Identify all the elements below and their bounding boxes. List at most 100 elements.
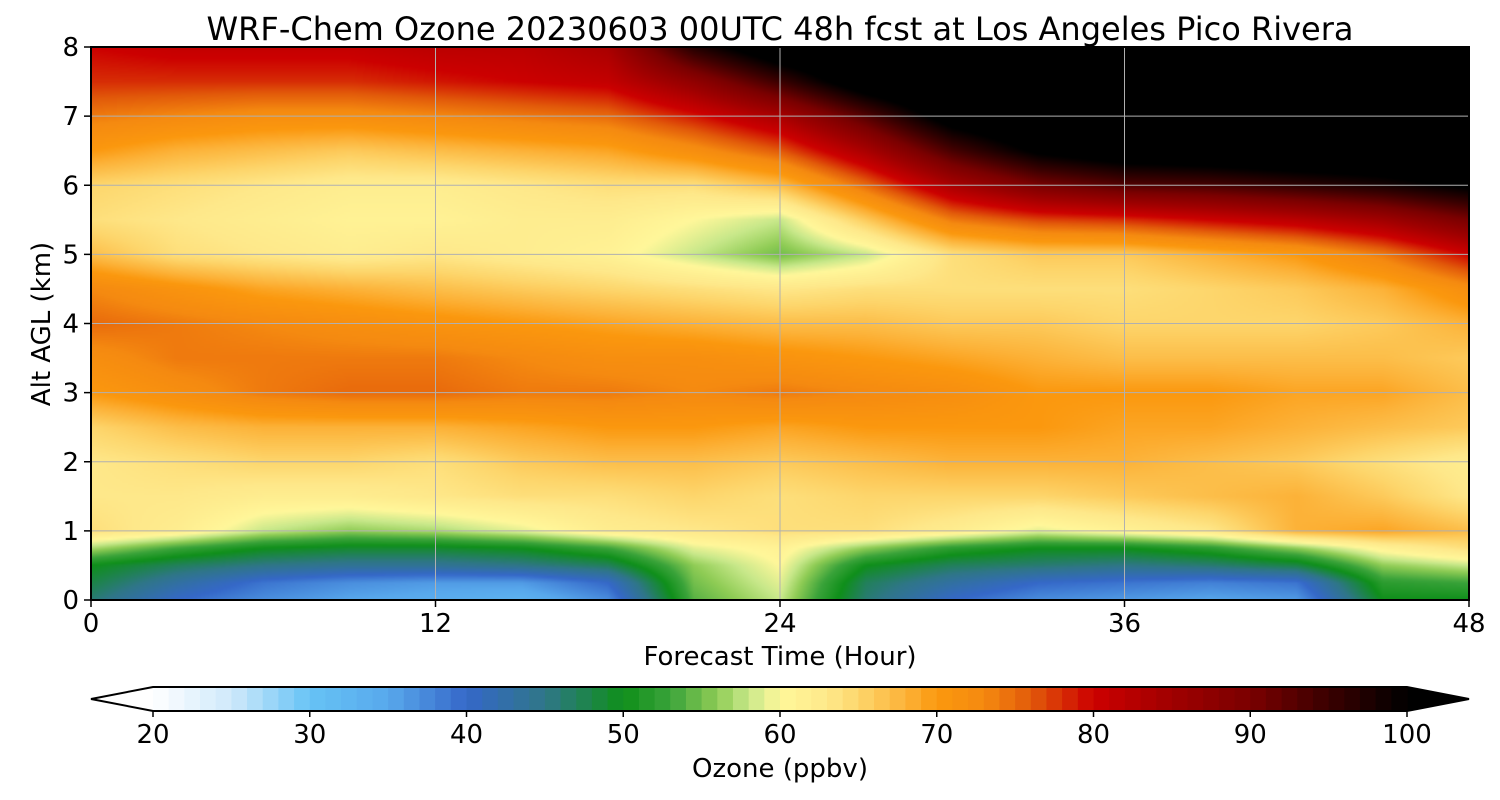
x-tick-label: 12 xyxy=(419,609,452,639)
colorbar-band xyxy=(294,687,311,711)
colorbar-band xyxy=(466,687,483,711)
colorbar-extend-high xyxy=(1407,687,1469,711)
colorbar-band xyxy=(200,687,217,711)
colorbar-tick-label: 50 xyxy=(607,720,640,750)
colorbar-band xyxy=(1344,687,1361,711)
colorbar-band xyxy=(1030,687,1048,711)
colorbar-band xyxy=(685,687,703,711)
colorbar-band xyxy=(921,687,938,711)
colorbar-tick-label: 70 xyxy=(920,720,953,750)
colorbar-band xyxy=(482,687,499,711)
colorbar-label: Ozone (ppbv) xyxy=(692,754,868,784)
colorbar-band xyxy=(1124,687,1142,711)
colorbar-band xyxy=(968,687,985,711)
y-tick-label: 6 xyxy=(62,171,79,201)
colorbar-band xyxy=(874,687,891,711)
y-axis-label: Alt AGL (km) xyxy=(27,242,57,406)
y-tick-label: 3 xyxy=(62,379,79,409)
colorbar-band xyxy=(1281,687,1298,711)
colorbar-tick-label: 30 xyxy=(293,720,326,750)
colorbar-band xyxy=(623,687,640,711)
colorbar-band xyxy=(1218,687,1236,711)
x-axis-ticks: 0 12 24 36 48 xyxy=(83,600,1486,639)
colorbar-band xyxy=(403,687,421,711)
y-tick-label: 1 xyxy=(62,517,79,547)
colorbar-band xyxy=(1156,687,1173,711)
x-tick-label: 0 xyxy=(83,609,100,639)
grid-lines xyxy=(91,47,1469,600)
colorbar-band xyxy=(450,687,468,711)
chart-title: WRF-Chem Ozone 20230603 00UTC 48h fcst a… xyxy=(207,10,1354,48)
colorbar: 20 30 40 50 60 70 80 90 100 Ozone (ppbv) xyxy=(90,686,1470,784)
colorbar-tick-label: 100 xyxy=(1382,720,1432,750)
colorbar-band xyxy=(952,687,969,711)
colorbar-tick-label: 90 xyxy=(1234,720,1267,750)
colorbar-band xyxy=(1297,687,1314,711)
colorbar-band xyxy=(936,687,954,711)
colorbar-band xyxy=(1328,687,1345,711)
colorbar-band xyxy=(732,687,750,711)
colorbar-band xyxy=(356,687,374,711)
y-tick-label: 4 xyxy=(62,310,79,340)
colorbar-band xyxy=(1109,687,1126,711)
colorbar-tick-label: 20 xyxy=(136,720,169,750)
colorbar-band xyxy=(780,687,797,711)
colorbar-band xyxy=(1093,687,1110,711)
x-tick-label: 24 xyxy=(763,609,796,639)
colorbar-band xyxy=(638,687,656,711)
colorbar-band xyxy=(1391,687,1408,711)
colorbar-band xyxy=(717,687,734,711)
colorbar-band xyxy=(1234,687,1251,711)
colorbar-band xyxy=(701,687,718,711)
colorbar-band xyxy=(1375,687,1392,711)
colorbar-band xyxy=(795,687,812,711)
colorbar-band xyxy=(654,687,671,711)
colorbar-band xyxy=(764,687,781,711)
colorbar-band xyxy=(372,687,389,711)
colorbar-band xyxy=(748,687,765,711)
y-tick-label: 7 xyxy=(62,102,79,132)
colorbar-band xyxy=(341,687,358,711)
x-tick-label: 48 xyxy=(1452,609,1485,639)
colorbar-band xyxy=(983,687,1001,711)
colorbar-band xyxy=(1015,687,1032,711)
y-tick-label: 2 xyxy=(62,448,79,478)
colorbar-band xyxy=(262,687,279,711)
colorbar-band xyxy=(999,687,1016,711)
colorbar-band xyxy=(1265,687,1283,711)
colorbar-band xyxy=(1359,687,1377,711)
colorbar-band xyxy=(670,687,687,711)
colorbar-band xyxy=(497,687,515,711)
x-axis-label: Forecast Time (Hour) xyxy=(643,642,916,672)
colorbar-band xyxy=(309,687,327,711)
colorbar-band xyxy=(889,687,906,711)
colorbar-band xyxy=(1046,687,1063,711)
colorbar-band xyxy=(591,687,609,711)
x-tick-label: 36 xyxy=(1108,609,1141,639)
y-tick-label: 5 xyxy=(62,240,79,270)
colorbar-bands xyxy=(91,687,1469,711)
colorbar-band xyxy=(905,687,922,711)
colorbar-ticks: 20 30 40 50 60 70 80 90 100 xyxy=(136,711,1432,750)
colorbar-band xyxy=(858,687,875,711)
colorbar-band xyxy=(842,687,859,711)
colorbar-band xyxy=(1077,687,1095,711)
colorbar-band xyxy=(168,687,185,711)
colorbar-band xyxy=(247,687,264,711)
colorbar-band xyxy=(1171,687,1189,711)
y-tick-label: 8 xyxy=(62,33,79,63)
colorbar-band xyxy=(513,687,530,711)
colorbar-band xyxy=(1312,687,1330,711)
colorbar-band xyxy=(1187,687,1204,711)
colorbar-band xyxy=(153,687,170,711)
colorbar-band xyxy=(231,687,248,711)
colorbar-tick-label: 60 xyxy=(763,720,796,750)
colorbar-band xyxy=(1250,687,1267,711)
colorbar-band xyxy=(215,687,232,711)
colorbar-band xyxy=(1062,687,1079,711)
colorbar-band xyxy=(827,687,844,711)
colorbar-band xyxy=(184,687,201,711)
colorbar-band xyxy=(576,687,593,711)
y-tick-label: 0 xyxy=(62,586,79,616)
